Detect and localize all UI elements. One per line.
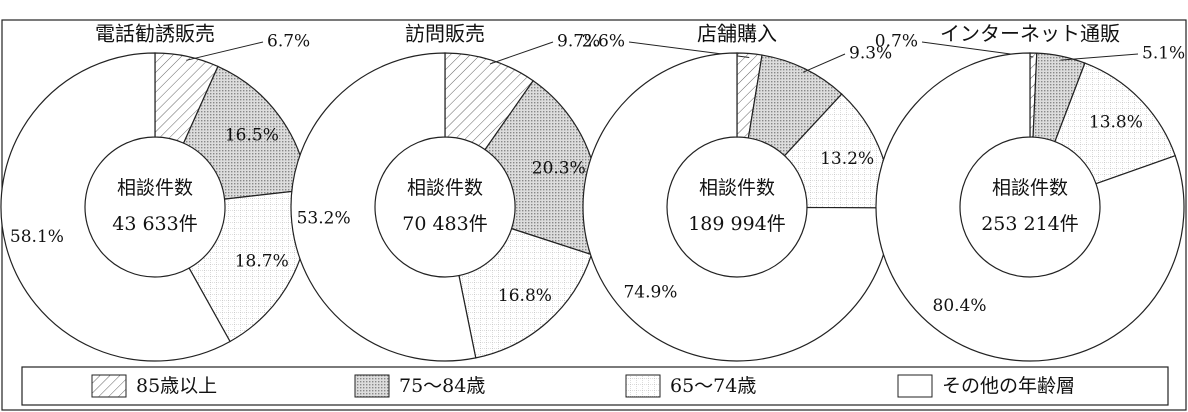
data-label: 2.6%	[582, 32, 625, 52]
chart-title: インターネット通販	[940, 22, 1120, 46]
legend-box	[21, 366, 1169, 406]
center-label: 相談件数	[992, 177, 1068, 199]
center-label: 相談件数	[407, 177, 483, 199]
data-label: 18.7%	[235, 251, 289, 271]
slice: その他の年齢層	[875, 52, 1185, 362]
data-label: 9.3%	[849, 44, 892, 64]
legend-swatch	[91, 374, 127, 398]
data-label: 5.1%	[1142, 44, 1185, 64]
leader-line	[489, 41, 554, 65]
center-total: 189 994件	[688, 213, 786, 235]
slice: その他の年齢層	[582, 52, 892, 362]
data-label: 20.3%	[532, 158, 586, 178]
data-label: 80.4%	[933, 296, 987, 316]
slice: その他の年齢層	[0, 52, 231, 362]
leader-line	[1060, 53, 1139, 61]
data-label: 9.7%	[557, 32, 600, 52]
data-label: 0.7%	[875, 32, 918, 52]
data-label: 53.2%	[297, 209, 351, 229]
legend-label: 65～74歳	[670, 375, 756, 397]
slice: その他の年齢層	[290, 52, 477, 362]
center-total: 43 633件	[112, 213, 197, 235]
legend-label: その他の年齢層	[942, 375, 1075, 397]
center-label: 相談件数	[117, 177, 193, 199]
data-label: 16.8%	[498, 286, 552, 306]
data-label: 74.9%	[623, 282, 677, 302]
leader-line	[186, 41, 264, 61]
slice: 65～74歳	[458, 227, 593, 359]
legend-swatch	[354, 374, 390, 398]
center-total: 70 483件	[402, 213, 487, 235]
legend-label: 85歳以上	[136, 375, 217, 397]
data-label: 16.5%	[225, 126, 279, 146]
data-label: 13.2%	[820, 149, 874, 169]
chart-title: 電話勧誘販売	[95, 22, 215, 46]
data-label: 6.7%	[267, 32, 310, 52]
chart-title: 訪問販売	[405, 22, 485, 46]
leader-line	[802, 53, 846, 73]
legend-label: 75～84歳	[399, 375, 485, 397]
legend-swatch	[897, 374, 933, 398]
data-label: 13.8%	[1089, 113, 1143, 133]
center-total: 253 214件	[981, 213, 1079, 235]
legend-swatch	[625, 374, 661, 398]
chart-title: 店舗購入	[697, 22, 777, 46]
center-label: 相談件数	[699, 177, 775, 199]
data-label: 58.1%	[10, 227, 64, 247]
